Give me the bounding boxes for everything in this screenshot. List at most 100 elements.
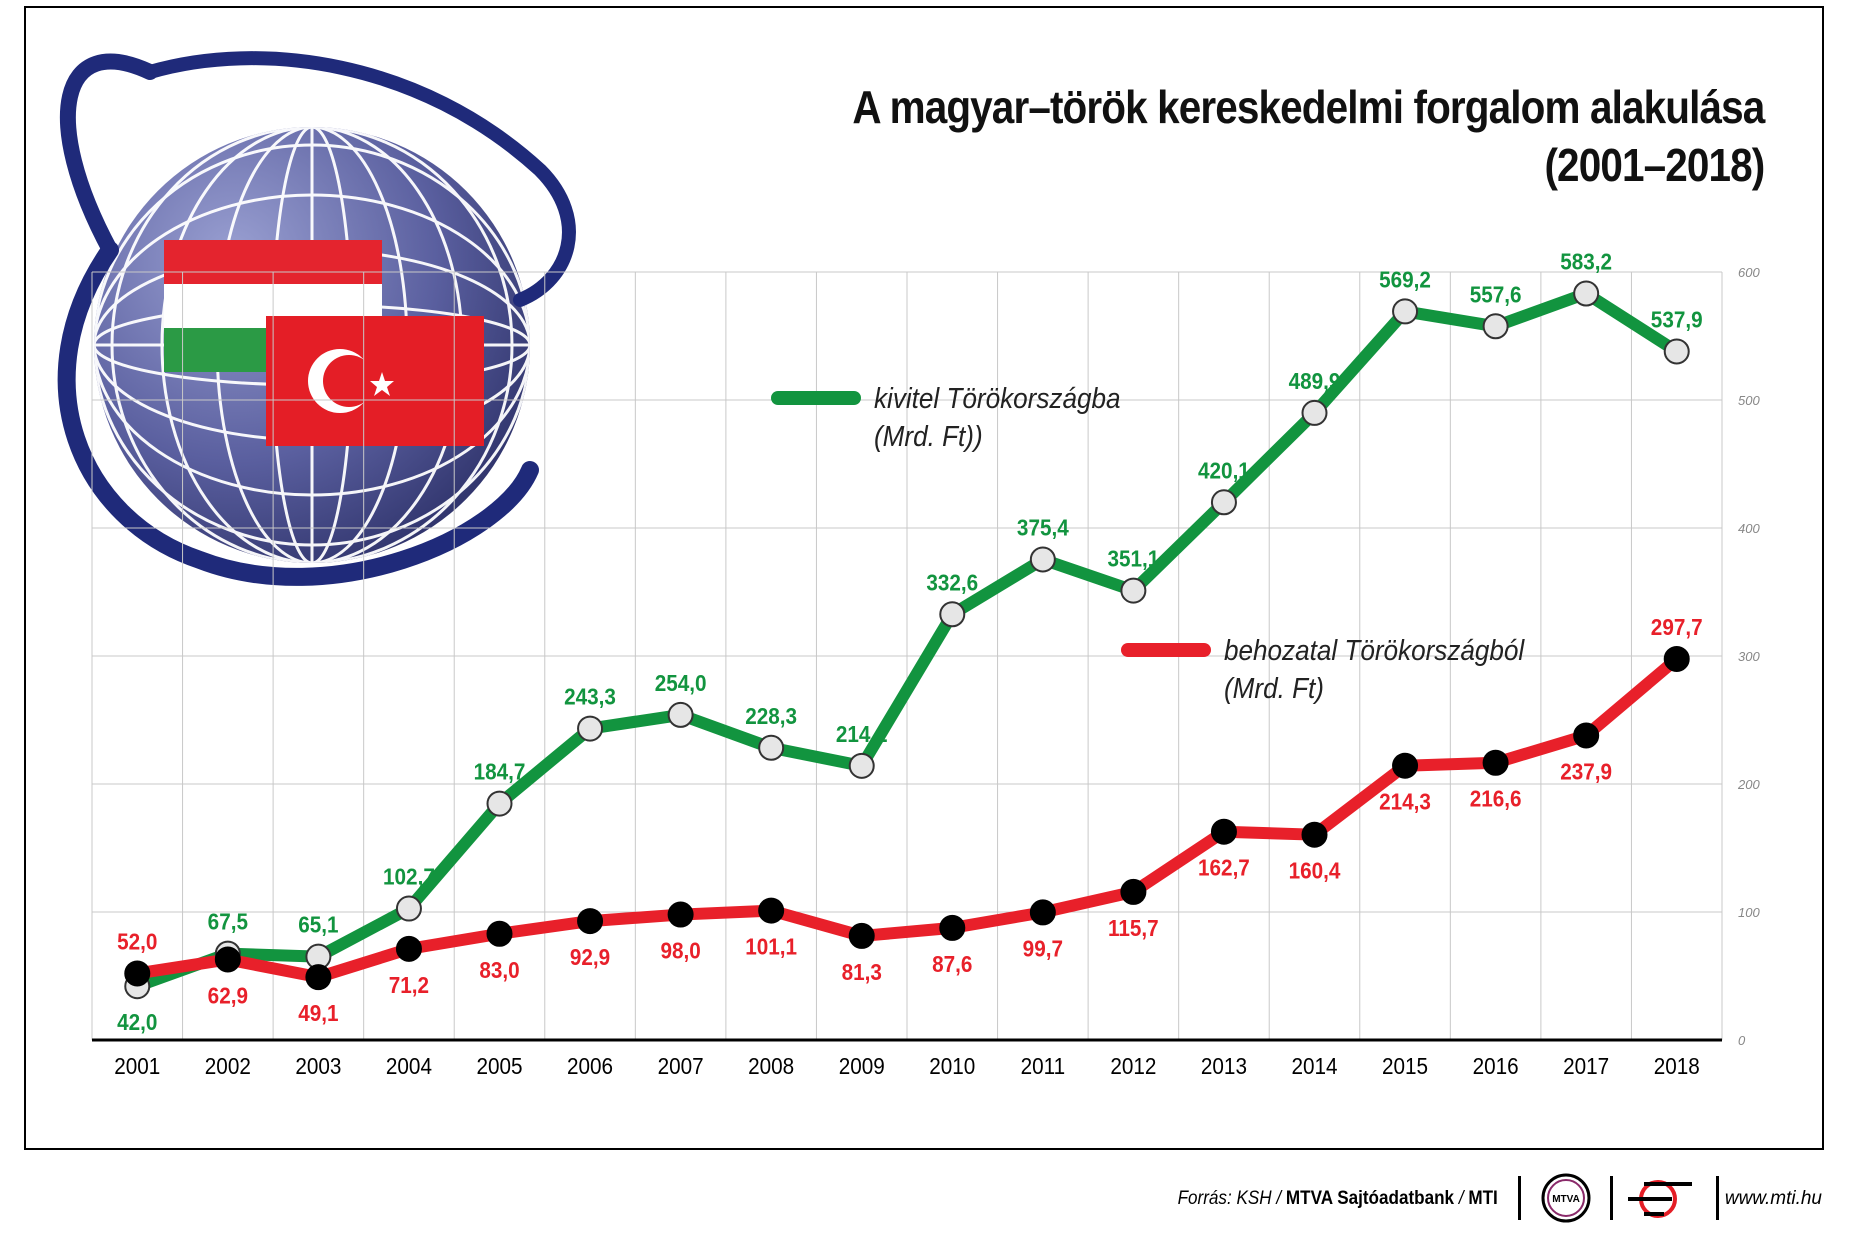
mti-logo <box>1622 1174 1702 1224</box>
legend-import-unit: (Mrd. Ft) <box>1224 672 1324 705</box>
export-data-label: 184,7 <box>474 759 526 785</box>
legend-export-label: kivitel Törökországba <box>874 382 1121 415</box>
import-data-label: 92,9 <box>570 944 610 970</box>
x-tick-label: 2010 <box>929 1053 975 1079</box>
export-data-label: 537,9 <box>1651 306 1703 332</box>
export-point <box>850 754 874 778</box>
footer: Forrás: KSH / MTVA Sajtóadatbank / MTI M… <box>0 1168 1854 1228</box>
x-tick-label: 2007 <box>658 1053 704 1079</box>
import-point <box>488 922 512 946</box>
import-data-label: 162,7 <box>1198 855 1250 881</box>
x-tick-label: 2005 <box>476 1053 522 1079</box>
import-data-label: 115,7 <box>1108 915 1159 941</box>
export-data-label: 420,1 <box>1198 457 1250 483</box>
import-data-label: 297,7 <box>1651 614 1703 640</box>
export-point <box>759 736 783 760</box>
import-point <box>1665 647 1689 671</box>
mtva-logo-text: MTVA <box>1552 1194 1580 1205</box>
import-point <box>1484 751 1508 775</box>
import-point <box>759 899 783 923</box>
import-data-label: 83,0 <box>479 957 519 983</box>
export-data-label: 67,5 <box>208 909 248 935</box>
source-credit: Forrás: KSH / MTVA Sajtóadatbank / MTI <box>1178 1188 1498 1210</box>
export-point <box>1484 314 1508 338</box>
mtva-logo: MTVA <box>1540 1172 1592 1224</box>
x-tick-label: 2011 <box>1021 1053 1066 1079</box>
x-tick-label: 2017 <box>1563 1053 1609 1079</box>
footer-divider <box>1518 1176 1521 1220</box>
y-tick-label: 500 <box>1738 393 1760 408</box>
import-data-label: 237,9 <box>1560 758 1612 784</box>
x-tick-label: 2002 <box>205 1053 251 1079</box>
import-data-label: 81,3 <box>842 959 882 985</box>
import-data-label: 52,0 <box>117 928 157 954</box>
x-tick-label: 2016 <box>1473 1053 1519 1079</box>
export-data-label: 489,9 <box>1289 368 1341 394</box>
footer-divider <box>1610 1176 1613 1220</box>
x-tick-label: 2012 <box>1110 1053 1156 1079</box>
source-mti: MTI <box>1469 1188 1498 1209</box>
footer-divider <box>1716 1176 1719 1220</box>
import-point <box>397 937 421 961</box>
x-tick-label: 2003 <box>295 1053 341 1079</box>
export-data-label: 243,3 <box>564 684 616 710</box>
import-data-label: 99,7 <box>1023 935 1063 961</box>
export-point <box>1303 401 1327 425</box>
import-data-label: 98,0 <box>660 938 700 964</box>
y-tick-label: 200 <box>1737 777 1760 792</box>
export-data-label: 102,7 <box>383 864 435 890</box>
import-point <box>125 961 149 985</box>
import-data-label: 62,9 <box>208 982 248 1008</box>
export-data-label: 42,0 <box>117 1009 157 1035</box>
import-point <box>216 947 240 971</box>
export-point <box>1031 547 1055 571</box>
import-point <box>1574 723 1598 747</box>
export-point <box>1212 490 1236 514</box>
legend-import-label: behozatal Törökországból <box>1224 634 1525 667</box>
import-data-label: 101,1 <box>745 934 797 960</box>
export-data-label: 569,2 <box>1379 266 1431 292</box>
y-tick-label: 600 <box>1738 265 1760 280</box>
export-data-label: 228,3 <box>745 703 797 729</box>
export-data-label: 332,6 <box>926 569 978 595</box>
y-tick-label: 300 <box>1738 649 1760 664</box>
x-tick-label: 2009 <box>839 1053 885 1079</box>
import-point <box>1031 900 1055 924</box>
x-tick-label: 2014 <box>1291 1053 1337 1079</box>
export-data-label: 375,4 <box>1017 514 1070 540</box>
export-point <box>669 703 693 727</box>
export-data-label: 214,2 <box>836 721 888 747</box>
export-point <box>940 602 964 626</box>
export-data-label: 65,1 <box>298 912 338 938</box>
export-data-label: 254,0 <box>655 670 707 696</box>
export-data-label: 583,2 <box>1560 248 1612 274</box>
export-point <box>397 897 421 921</box>
export-point <box>1121 579 1145 603</box>
import-data-label: 87,6 <box>932 951 972 977</box>
import-point <box>306 965 330 989</box>
website-url: www.mti.hu <box>1725 1188 1822 1210</box>
source-bank: MTVA Sajtóadatbank <box>1286 1188 1454 1209</box>
import-point <box>1121 880 1145 904</box>
import-point <box>850 924 874 948</box>
export-point <box>1665 339 1689 363</box>
x-tick-label: 2008 <box>748 1053 794 1079</box>
import-point <box>1303 823 1327 847</box>
import-point <box>578 909 602 933</box>
import-point <box>669 903 693 927</box>
import-data-label: 216,6 <box>1470 786 1522 812</box>
x-tick-label: 2018 <box>1654 1053 1700 1079</box>
x-tick-label: 2015 <box>1382 1053 1428 1079</box>
x-tick-label: 2001 <box>114 1053 160 1079</box>
import-data-label: 214,3 <box>1379 789 1431 815</box>
x-tick-label: 2006 <box>567 1053 613 1079</box>
import-point <box>1212 820 1236 844</box>
export-point <box>488 792 512 816</box>
import-point <box>1393 754 1417 778</box>
source-prefix: Forrás: KSH / <box>1178 1188 1286 1209</box>
export-point <box>1393 299 1417 323</box>
import-data-label: 160,4 <box>1289 858 1342 884</box>
y-tick-label: 0 <box>1738 1033 1746 1048</box>
